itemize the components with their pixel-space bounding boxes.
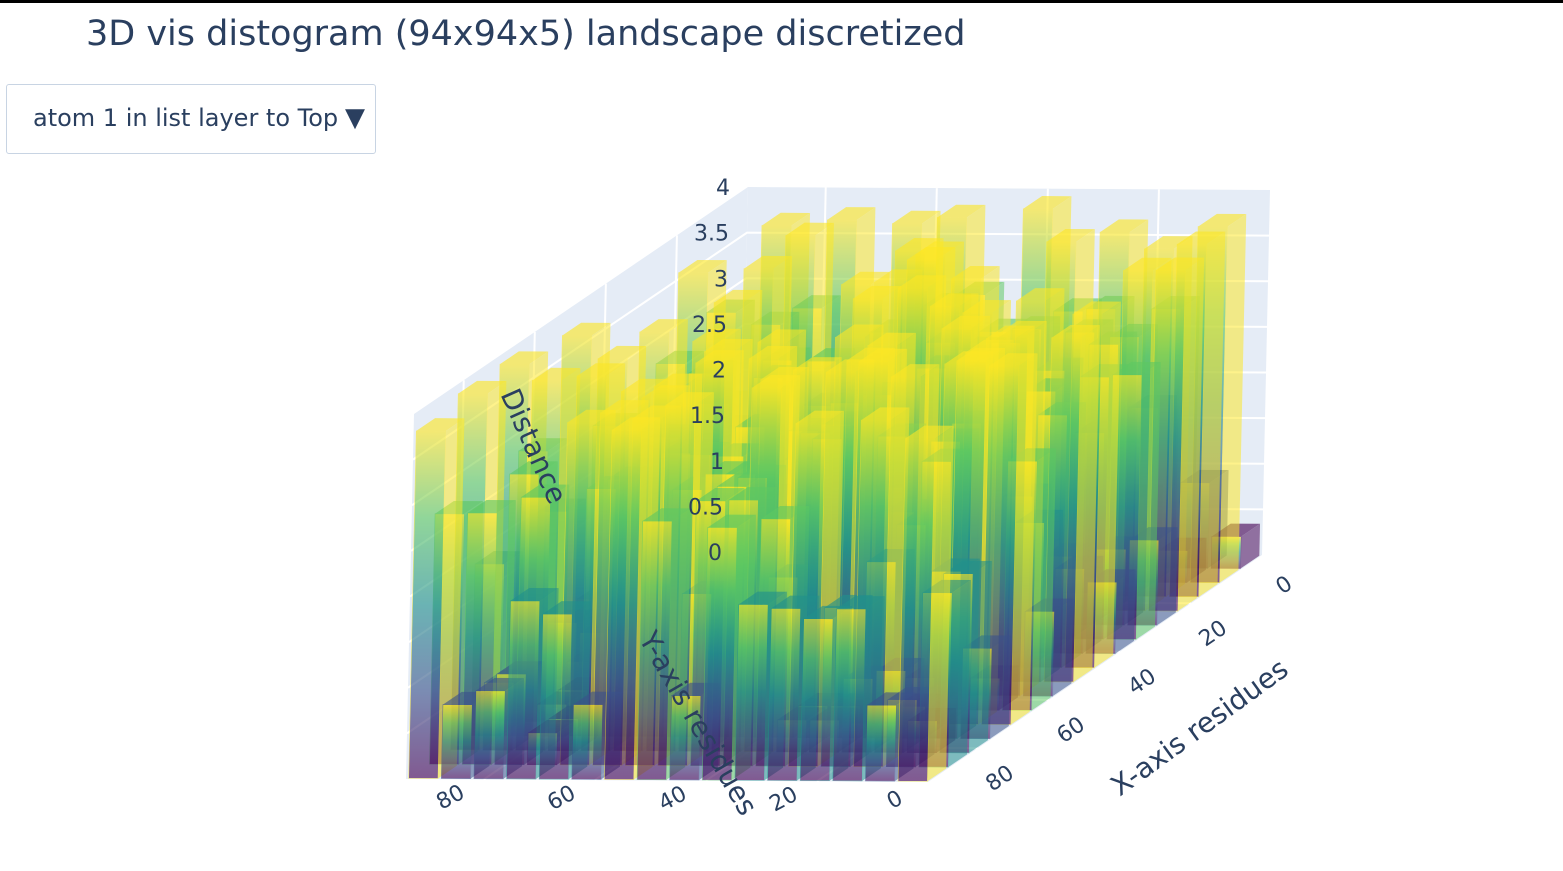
z-tick-label: 0 [708,541,722,566]
x-tick-label: 20 [1195,616,1232,652]
x-tick-label: 60 [1053,712,1090,748]
dropdown-selected-label: atom 1 in list layer to Top [33,104,339,132]
z-tick-label: 0.5 [688,495,723,520]
surface-column [897,425,954,782]
x-tick-label: 40 [1124,664,1161,700]
y-tick-label: 80 [432,780,468,815]
z-tick-label: 4 [716,176,730,201]
z-tick-label: 1.5 [690,404,725,429]
y-tick-label: 40 [655,781,691,816]
surface-column [981,353,1038,725]
z-tick-label: 2.5 [692,313,727,338]
z-tick-label: 2 [712,359,726,384]
x-tick-label: 0 [1272,571,1298,600]
surface-column [408,418,465,779]
top-border [0,0,1563,3]
z-tick-label: 3.5 [694,222,729,247]
y-tick-label: 0 [883,786,907,815]
triangle-down-icon[interactable]: ▼ [345,103,365,133]
y-tick-label: 60 [544,781,580,816]
chart-title: 3D vis distogram (94x94x5) landscape dis… [86,14,966,54]
surface-column [1043,324,1100,683]
surface-columns [408,196,1261,782]
y-tick-label: 20 [766,782,802,817]
layer-dropdown[interactable]: atom 1 in list layer to Top ▼ [6,84,376,154]
z-tick-label: 1 [710,450,724,475]
x-tick-label: 80 [982,761,1019,797]
surface-column [1148,257,1205,612]
z-tick-label: 3 [714,267,728,292]
